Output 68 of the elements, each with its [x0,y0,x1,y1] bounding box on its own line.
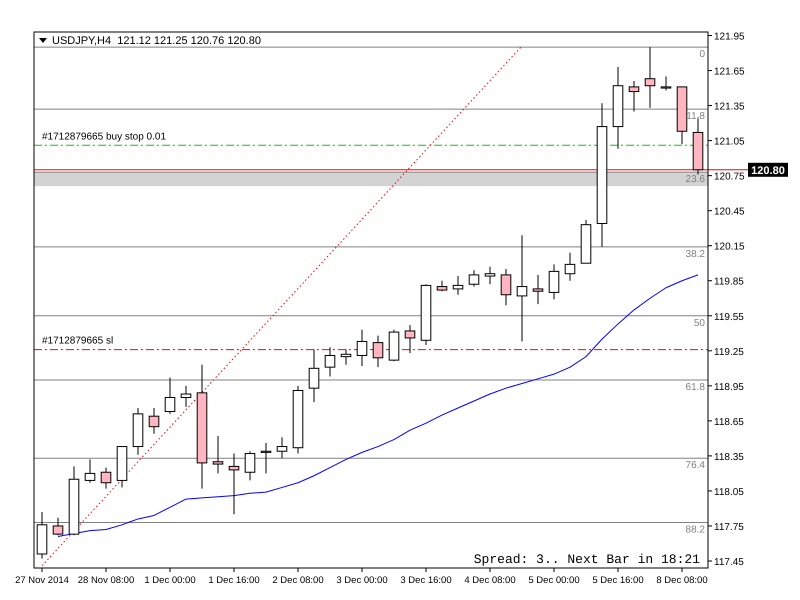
ref-line-label: #1712879665 sl [42,336,114,347]
candlestick [244,450,256,481]
candlestick [532,274,544,305]
annotation: 88.2 [686,524,706,536]
candlestick [564,252,576,282]
candlestick [500,268,512,306]
annotation: 50 [694,318,706,329]
candlestick [100,467,112,490]
candlestick [84,458,96,484]
x-tick-label: 3 Dec 16:00 [400,575,452,586]
annotation: 76.4 [686,460,706,472]
candlestick [484,266,496,285]
candlestick [308,349,320,403]
x-tick-label: 5 Dec 00:00 [528,575,580,586]
candlestick [164,377,176,414]
y-tick-label: 117.45 [714,556,744,568]
x-tick-label: 28 Nov 08:00 [78,575,134,586]
x-tick-label: 4 Dec 08:00 [464,575,516,586]
candlestick [660,76,672,91]
y-tick-label: 121.65 [714,66,746,78]
candlestick [644,46,656,108]
candlestick [628,80,640,112]
candlestick [276,436,288,459]
candlestick [52,517,64,536]
x-tick-label: 1 Dec 00:00 [144,575,196,586]
y-tick-label: 120.15 [714,242,746,253]
y-tick-label: 120.75 [714,172,746,183]
y-tick-label: 120.45 [714,206,746,218]
candlestick [228,453,240,515]
candlestick [340,349,352,366]
y-tick-label: 118.95 [714,382,744,393]
candlestick [436,280,448,292]
candlestick [372,335,384,368]
annotation: 38.2 [686,248,706,260]
x-tick-label: 5 Dec 16:00 [592,575,644,586]
x-tick-label: 3 Dec 00:00 [336,575,388,586]
candlestick [548,264,560,300]
y-tick-label: 121.05 [714,136,746,148]
candlestick [516,234,528,342]
y-tick-label: 118.35 [714,452,744,463]
ref-line-label: 120.80 [751,164,785,177]
annotation: 23.6 [686,174,706,186]
candlestick [260,442,272,474]
x-tick-label: 27 Nov 2014 [15,575,69,586]
y-tick-label: 119.25 [714,346,744,358]
y-tick-label: 117.75 [714,522,744,533]
annotation: 61.8 [686,382,706,393]
candlestick [356,329,368,366]
x-tick-label: 2 Dec 08:00 [272,575,324,586]
ref-line-label: #1712879665 buy stop 0.01 [42,131,166,142]
candlestick [468,270,480,288]
annotation: Spread: 3.. Next Bar in 18:21 [474,552,700,567]
y-tick-label: 118.05 [714,486,744,498]
candlestick [180,385,192,408]
y-tick-label: 119.85 [714,276,744,288]
candlestick [452,276,464,296]
y-tick-label: 119.55 [714,312,744,323]
chart-title: USDJPY,H4 121.12 121.25 120.76 120.80 [52,35,261,47]
annotation: 0 [699,49,706,60]
y-tick-label: 118.65 [714,416,744,428]
candlestick [404,324,416,354]
x-tick-label: 8 Dec 08:00 [656,575,708,586]
candlestick [324,346,336,377]
y-tick-label: 121.35 [714,102,746,113]
candlestick [148,408,160,434]
candlestick [212,436,224,474]
x-tick-label: 1 Dec 16:00 [208,575,260,586]
y-tick-label: 121.95 [714,32,746,43]
